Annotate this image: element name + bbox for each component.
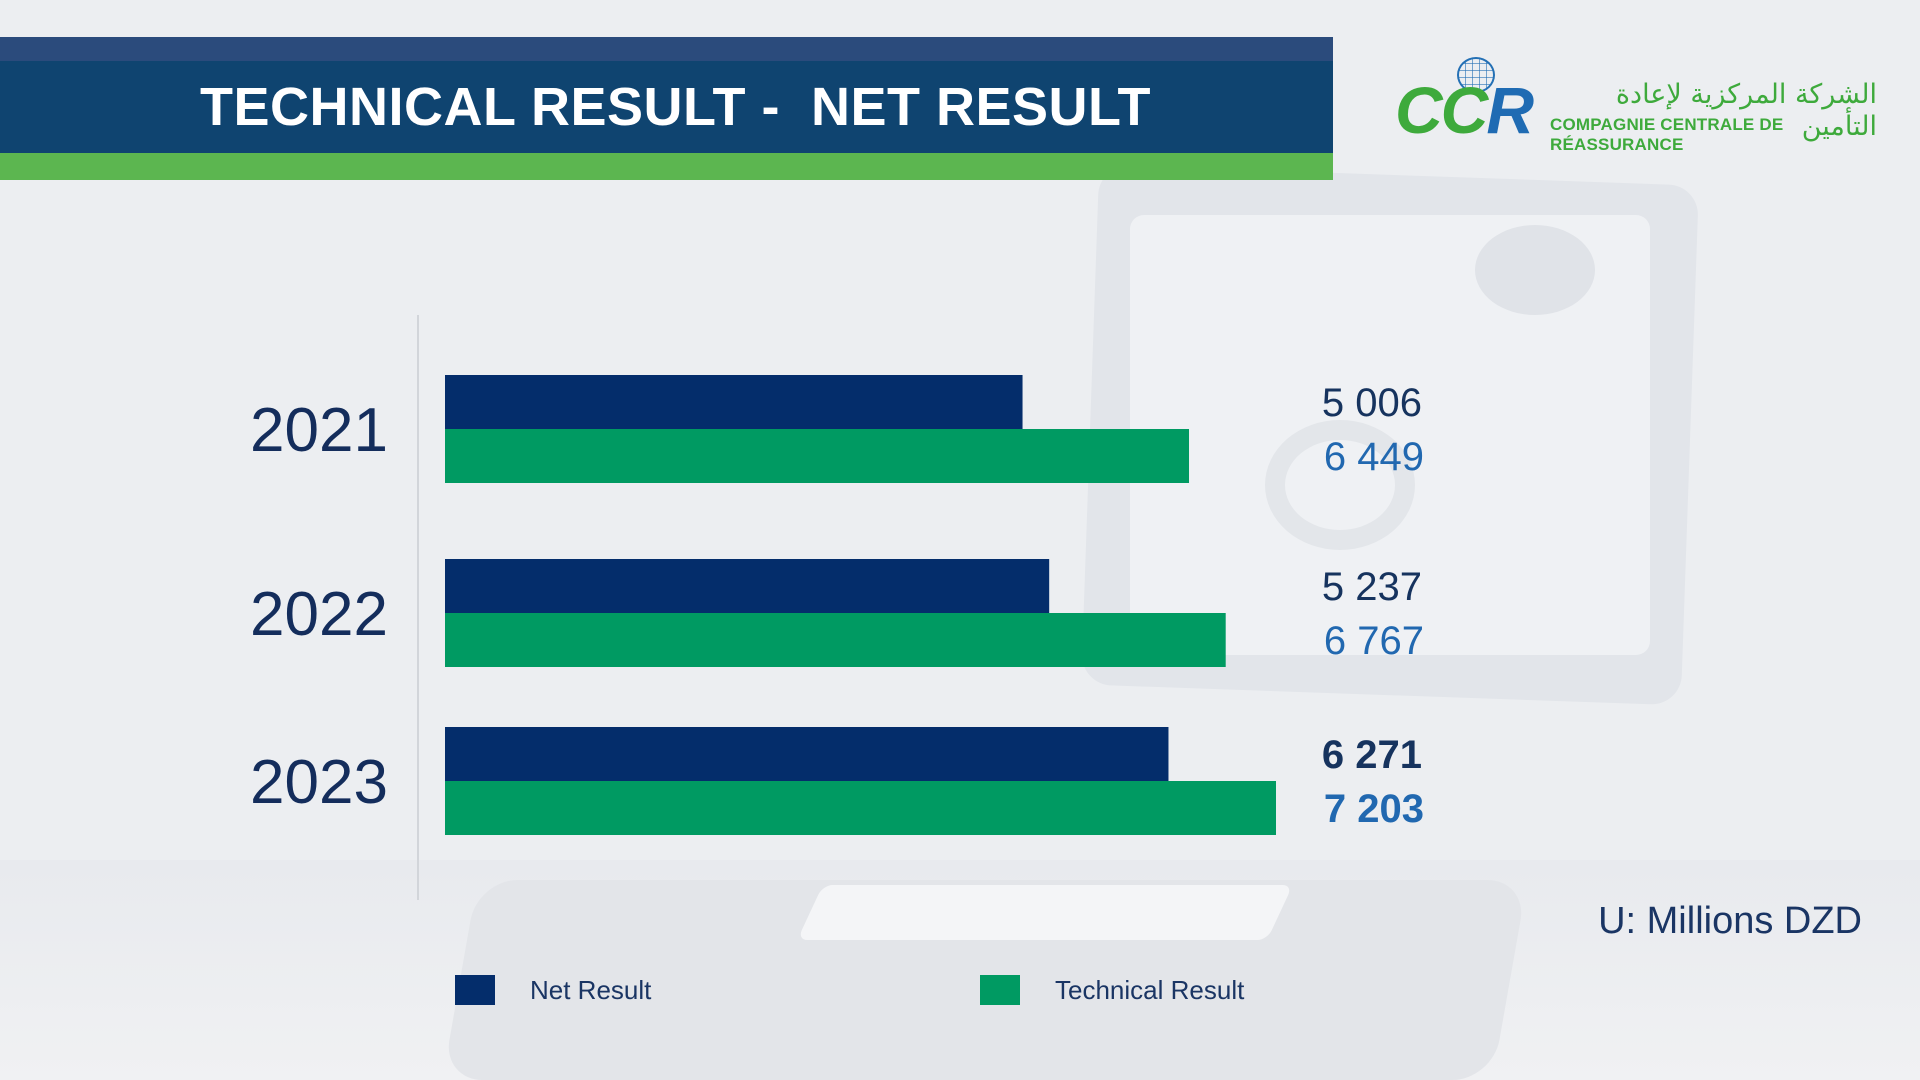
company-logo: CCR الشركة المركزية لإعادة التأمين COMPA… (1395, 55, 1895, 154)
globe-icon (1457, 57, 1495, 93)
logo-mark-r: R (1486, 73, 1534, 147)
banner-top-stripe (0, 37, 1333, 61)
banner-main-band: TECHNICAL RESULT - NET RESULT (0, 61, 1333, 153)
value-label-technical-result-2023: 7 203 (1324, 787, 1424, 831)
category-label-2022: 2022 (250, 580, 388, 649)
chart-labels: 5 006 6 449 2021 5 237 6 767 2022 6 271 7 203 20… (250, 381, 1424, 831)
legend-item-technical-result: Technical Result (980, 975, 1244, 1005)
unit-label: U: Millions DZD (1598, 900, 1862, 942)
header-banner: TECHNICAL RESULT - NET RESULT (0, 37, 1333, 180)
bar-technical-result-2023 (445, 781, 1276, 835)
background-pie-graphic (1475, 225, 1595, 315)
logo-french-name: COMPAGNIE CENTRALE DE RÉASSURANCE (1550, 115, 1784, 154)
value-label-net-result-2021: 5 006 (1322, 381, 1422, 425)
legend-item-net-result: Net Result (455, 975, 651, 1005)
logo-arabic-name: الشركة المركزية لإعادة التأمين (1615, 79, 1877, 142)
banner-bottom-stripe (0, 153, 1333, 180)
value-label-technical-result-2021: 6 449 (1324, 435, 1424, 479)
legend-label-technical-result: Technical Result (1055, 974, 1245, 1005)
bar-net-result-2022 (445, 559, 1050, 613)
logo-mark-cc: CC (1395, 73, 1488, 147)
bar-technical-result-2022 (445, 613, 1226, 667)
legend-swatch-technical-result (980, 975, 1020, 1005)
value-label-net-result-2022: 5 237 (1322, 565, 1422, 609)
bar-net-result-2021 (445, 375, 1023, 429)
legend-label-net-result: Net Result (530, 974, 652, 1005)
chart-bars (445, 375, 1276, 835)
bar-technical-result-2021 (445, 429, 1190, 483)
category-label-2023: 2023 (250, 748, 388, 817)
value-label-technical-result-2022: 6 767 (1324, 619, 1424, 663)
logo-mark: CCR (1395, 73, 1534, 147)
value-label-net-result-2023: 6 271 (1322, 733, 1422, 777)
bar-net-result-2023 (445, 727, 1169, 781)
category-label-2021: 2021 (250, 396, 388, 465)
legend-swatch-net-result (455, 975, 495, 1005)
page-title: TECHNICAL RESULT - NET RESULT (200, 77, 1151, 137)
